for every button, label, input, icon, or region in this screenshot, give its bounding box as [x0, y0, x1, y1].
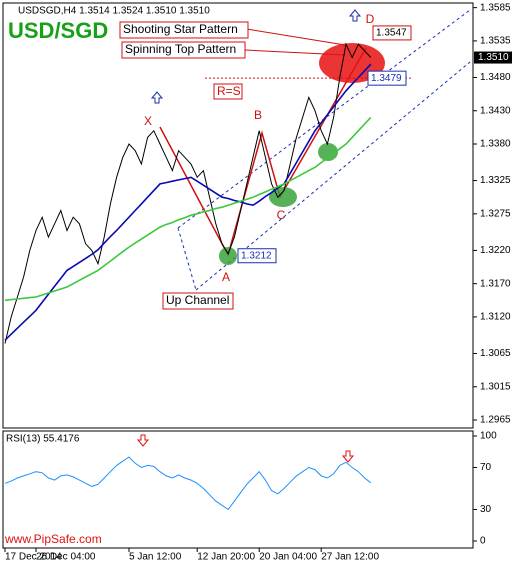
- up-arrow: [348, 9, 362, 22]
- level-label: 1.3547: [376, 28, 407, 39]
- pattern-label: Shooting Star Pattern: [123, 22, 238, 36]
- y-tick-label: 0: [480, 536, 486, 547]
- up-arrow: [150, 91, 164, 104]
- equality-box: [213, 83, 243, 100]
- point-label: X: [144, 114, 152, 128]
- level-box: [237, 248, 277, 264]
- channel-box: [162, 292, 234, 310]
- series-line: [4, 42, 372, 344]
- point-label: C: [277, 208, 286, 222]
- last-price-label: 1.3510: [478, 52, 509, 63]
- x-tick-label: 20 Jan 04:00: [259, 552, 317, 563]
- rsi-frame: [2, 430, 474, 549]
- y-tick-label: 1.3380: [480, 139, 511, 150]
- pair-title: USD/SGD: [8, 18, 108, 43]
- level-box: [372, 25, 412, 41]
- last-price-box: [474, 51, 512, 64]
- x-tick-label: 26 Dec 04:00: [36, 552, 96, 563]
- watermark: www.PipSafe.com: [4, 532, 102, 546]
- y-tick-label: 1.3430: [480, 105, 511, 116]
- y-tick-label: 30: [480, 504, 492, 515]
- pattern-box: [119, 21, 249, 39]
- y-tick-label: 1.3480: [480, 72, 511, 83]
- y-tick-label: 100: [480, 431, 497, 442]
- pattern-label: Spinning Top Pattern: [125, 42, 236, 56]
- x-tick-label: 27 Jan 12:00: [321, 552, 379, 563]
- rsi-title: RSI(13) 55.4176: [6, 434, 80, 445]
- point-label: B: [254, 108, 262, 122]
- x-tick-label: 12 Jan 20:00: [197, 552, 255, 563]
- equality-label: R=S: [217, 84, 241, 98]
- header: USDSGD,H4 1.3514 1.3524 1.3510 1.3510: [18, 6, 210, 17]
- level-label: 1.3479: [371, 73, 402, 84]
- down-arrow: [341, 450, 355, 463]
- y-tick-label: 1.3535: [480, 36, 511, 47]
- x-tick-label: 17 Dec 2014: [5, 552, 62, 563]
- harmonic-zigzag: [159, 47, 367, 258]
- down-arrow: [136, 434, 150, 447]
- y-tick-label: 1.3170: [480, 278, 511, 289]
- series-line: [4, 63, 372, 341]
- y-tick-label: 70: [480, 462, 492, 473]
- channel-label: Up Channel: [166, 293, 229, 307]
- point-ellipse: [318, 143, 338, 161]
- y-tick-label: 1.3120: [480, 312, 511, 323]
- point-label: A: [222, 270, 230, 284]
- y-tick-label: 1.2965: [480, 415, 511, 426]
- y-tick-label: 1.3220: [480, 245, 511, 256]
- level-label: 1.3212: [241, 250, 272, 261]
- series-line: [4, 456, 372, 511]
- point-ellipse: [269, 187, 297, 207]
- series-line: [4, 116, 372, 302]
- point-ellipse: [219, 247, 237, 265]
- y-tick-label: 1.3275: [480, 208, 511, 219]
- y-tick-label: 1.3065: [480, 348, 511, 359]
- y-tick-label: 1.3585: [480, 2, 511, 13]
- pointer-line: [239, 27, 346, 46]
- point-label: D: [366, 12, 375, 26]
- price-frame: [2, 2, 474, 429]
- channel-side: [177, 227, 197, 291]
- level-box: [367, 70, 407, 86]
- pattern-box: [121, 41, 246, 59]
- x-tick-label: 5 Jan 12:00: [129, 552, 182, 563]
- y-tick-label: 1.3325: [480, 175, 511, 186]
- y-tick-label: 1.3015: [480, 381, 511, 392]
